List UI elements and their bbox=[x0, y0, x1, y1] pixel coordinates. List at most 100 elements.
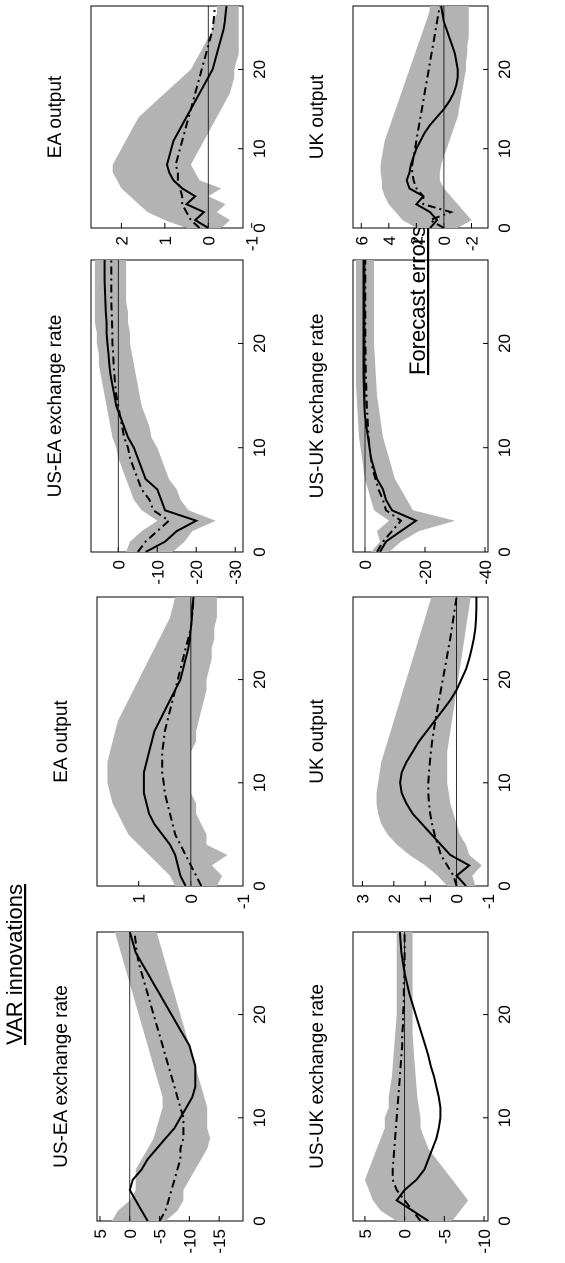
plot-frame bbox=[352, 596, 489, 887]
x-tick-label: 10 bbox=[250, 438, 269, 457]
x-tick-label-group: 0 bbox=[250, 1216, 269, 1225]
y-tick-label: 4 bbox=[380, 236, 399, 245]
x-tick-label-group: 0 bbox=[495, 881, 514, 890]
x-tick-label-group: 20 bbox=[250, 670, 269, 689]
confidence-band bbox=[112, 6, 239, 228]
y-tick-label-group: 5 bbox=[356, 1229, 375, 1238]
x-tick-label: 0 bbox=[250, 223, 269, 232]
x-tick-label-group: 20 bbox=[495, 60, 514, 79]
x-tick-label-group: 20 bbox=[250, 334, 269, 353]
plot-frame bbox=[96, 596, 244, 887]
y-tick-label: 5 bbox=[356, 1229, 375, 1238]
series-line-solid bbox=[103, 260, 199, 553]
y-tick-label-group: 1 bbox=[130, 894, 149, 903]
y-tick-label-group: 0 bbox=[435, 236, 454, 245]
panel-title: UK output bbox=[307, 74, 328, 159]
panel-title-group: US-EA exchange rate bbox=[51, 985, 72, 1168]
y-tick-label: -10 bbox=[148, 560, 167, 585]
y-tick-label-group: -1 bbox=[234, 894, 253, 909]
confidence-band bbox=[364, 932, 469, 1221]
y-tick-label: 1 bbox=[156, 236, 175, 245]
x-tick-label: 10 bbox=[495, 438, 514, 457]
y-tick-label: -10 bbox=[180, 1229, 199, 1254]
y-tick-label-group: 5 bbox=[91, 1229, 110, 1238]
y-tick-label: -1 bbox=[479, 894, 498, 909]
y-tick-label: 0 bbox=[199, 236, 218, 245]
y-tick-label: 0 bbox=[121, 1229, 140, 1238]
x-tick-label-group: 0 bbox=[250, 881, 269, 890]
x-tick-label-group: 0 bbox=[495, 1216, 514, 1225]
x-tick-label: 0 bbox=[250, 547, 269, 556]
x-tick-label: 10 bbox=[250, 1108, 269, 1127]
x-tick-label-group: 10 bbox=[495, 139, 514, 158]
y-tick-label-group: 0 bbox=[182, 894, 201, 903]
panel-title: US-UK exchange rate bbox=[307, 314, 328, 499]
x-tick-label: 20 bbox=[250, 1005, 269, 1024]
x-tick-label-group: 20 bbox=[495, 334, 514, 353]
plot-frame bbox=[90, 5, 244, 229]
series-line-solid bbox=[142, 596, 195, 887]
panel-var-us-ea: 5 0 -5 -10 -15 0 10 20 US-EA exchange rate bbox=[51, 931, 269, 1254]
x-tick-label: 20 bbox=[495, 670, 514, 689]
y-tick-label-group: 0 bbox=[109, 560, 128, 569]
x-tick-label: 0 bbox=[495, 547, 514, 556]
confidence-band bbox=[376, 597, 482, 886]
x-tick-label: 10 bbox=[495, 773, 514, 792]
panel-fe-us-ea: 0 -10 -20 -30 0 10 20 US-EA exchange rate bbox=[45, 259, 269, 585]
series-line-solid bbox=[399, 597, 478, 887]
panel-title: US-EA exchange rate bbox=[45, 315, 66, 498]
series-line-dashdot bbox=[174, 5, 216, 229]
y-tick-label: -1 bbox=[243, 236, 262, 251]
y-tick-label-group: -30 bbox=[226, 560, 245, 585]
y-tick-label: 6 bbox=[352, 236, 371, 245]
confidence-band bbox=[356, 260, 455, 552]
x-tick-label: 10 bbox=[250, 139, 269, 158]
y-tick-label: -30 bbox=[226, 560, 245, 585]
x-tick-label: 0 bbox=[250, 881, 269, 890]
panel-title-group: US-UK exchange rate bbox=[307, 314, 328, 499]
panel-title: US-UK exchange rate bbox=[307, 984, 328, 1169]
y-tick-label: -5 bbox=[435, 1229, 454, 1244]
y-tick-label: 0 bbox=[182, 894, 201, 903]
x-tick-label-group: 20 bbox=[250, 60, 269, 79]
confidence-band bbox=[94, 260, 216, 552]
series-line-solid bbox=[165, 5, 228, 229]
y-tick-label: 0 bbox=[435, 236, 454, 245]
x-tick-label: 20 bbox=[250, 60, 269, 79]
y-tick-label: 2 bbox=[112, 236, 131, 245]
x-tick-label-group: 10 bbox=[495, 438, 514, 457]
panel-title-group: EA output bbox=[51, 700, 72, 783]
x-tick-label-group: 10 bbox=[250, 773, 269, 792]
series-line-dashdot bbox=[411, 5, 454, 229]
x-tick-label-group: 20 bbox=[495, 1005, 514, 1024]
x-tick-label-group: 10 bbox=[250, 1108, 269, 1127]
y-tick-label-group: -40 bbox=[476, 560, 495, 585]
y-tick-label-group: 4 bbox=[380, 236, 399, 245]
panel-title-group: US-UK exchange rate bbox=[307, 984, 328, 1169]
series-line-solid bbox=[128, 931, 197, 1222]
y-tick-label-group: -20 bbox=[416, 560, 435, 585]
x-tick-label: 20 bbox=[495, 1005, 514, 1024]
x-tick-label: 0 bbox=[495, 881, 514, 890]
x-tick-label-group: 0 bbox=[250, 547, 269, 556]
confidence-band bbox=[107, 597, 228, 886]
series-line-dashdot bbox=[391, 932, 422, 1222]
y-tick-label-group: -10 bbox=[180, 1229, 199, 1254]
panel-title: US-EA exchange rate bbox=[51, 985, 72, 1168]
x-tick-label: 20 bbox=[495, 334, 514, 353]
plot-frame bbox=[96, 931, 244, 1222]
y-tick-label-group: -5 bbox=[435, 1229, 454, 1244]
y-tick-label-group: 3 bbox=[353, 894, 372, 903]
y-tick-label-group: -1 bbox=[479, 894, 498, 909]
panel-title-group: EA output bbox=[45, 75, 66, 158]
x-tick-label: 20 bbox=[250, 670, 269, 689]
x-tick-label-group: 10 bbox=[250, 438, 269, 457]
series-line-dashdot bbox=[427, 596, 458, 887]
y-tick-label: -15 bbox=[210, 1229, 229, 1254]
panel-title: UK output bbox=[307, 699, 328, 784]
y-tick-label: -1 bbox=[234, 894, 253, 909]
series-line-solid bbox=[405, 5, 459, 229]
